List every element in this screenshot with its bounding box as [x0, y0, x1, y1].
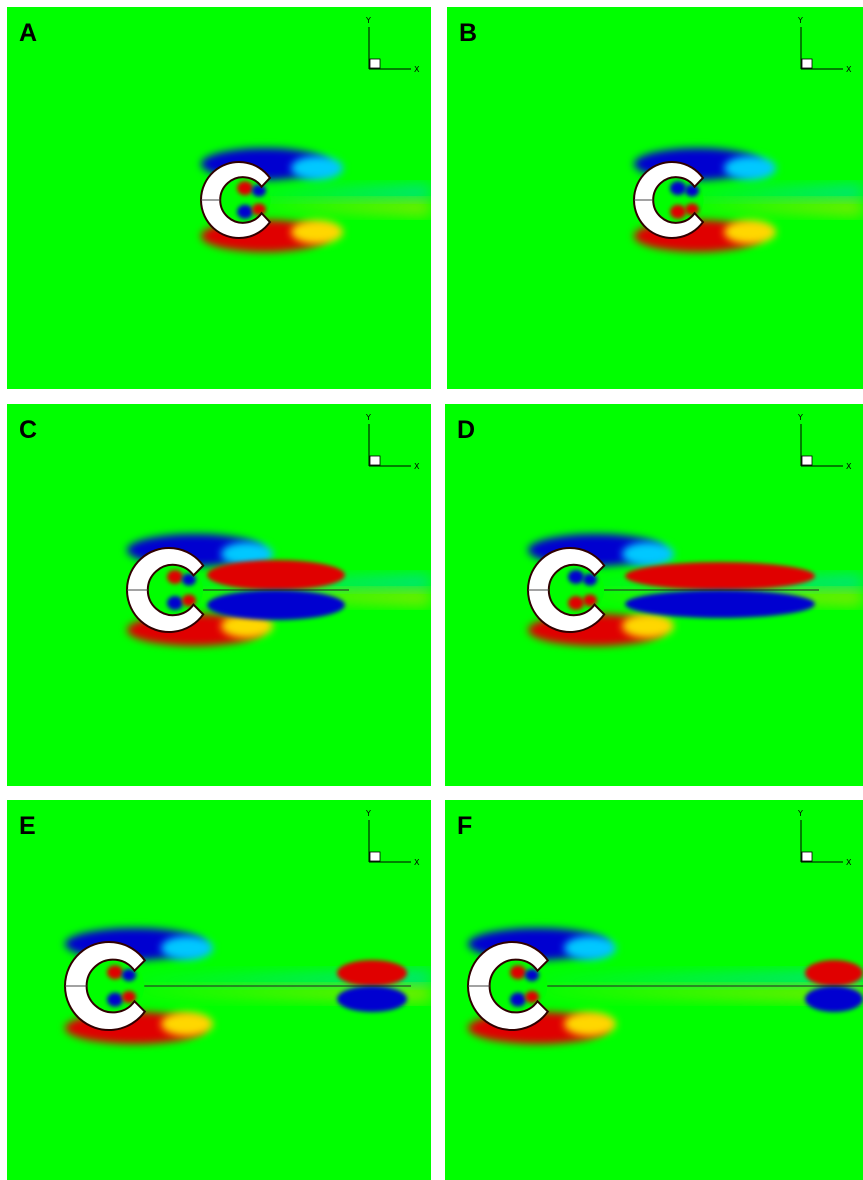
y-axis-label: Y: [797, 413, 803, 422]
vorticity-field: [445, 404, 863, 786]
vorticity-field: [445, 800, 863, 1180]
y-axis-label: Y: [365, 809, 371, 818]
x-axis-label: X: [846, 65, 852, 74]
c-shaped-body: [527, 547, 606, 633]
panel-label: F: [457, 812, 473, 840]
c-shaped-body: [633, 161, 705, 239]
y-axis-label: Y: [365, 16, 371, 25]
y-axis-label: Y: [365, 413, 371, 422]
panel-label: A: [19, 19, 38, 47]
vorticity-field: [7, 7, 431, 389]
y-axis-label: Y: [797, 16, 803, 25]
vorticity-field: [7, 404, 431, 786]
c-shaped-body: [467, 941, 550, 1031]
x-axis-label: X: [414, 858, 420, 867]
panel-label: E: [19, 812, 36, 840]
vorticity-field: [447, 7, 863, 389]
vorticity-field: [7, 800, 431, 1180]
x-axis-label: X: [846, 858, 852, 867]
c-shaped-body: [200, 161, 272, 239]
y-axis-label: Y: [797, 809, 803, 818]
x-axis-label: X: [846, 462, 852, 471]
panel-label: C: [19, 416, 38, 444]
panel-label: B: [459, 19, 478, 47]
x-axis-label: X: [414, 65, 420, 74]
c-shaped-body: [64, 941, 147, 1031]
x-axis-label: X: [414, 462, 420, 471]
c-shaped-body: [126, 547, 205, 633]
panel-label: D: [457, 416, 476, 444]
